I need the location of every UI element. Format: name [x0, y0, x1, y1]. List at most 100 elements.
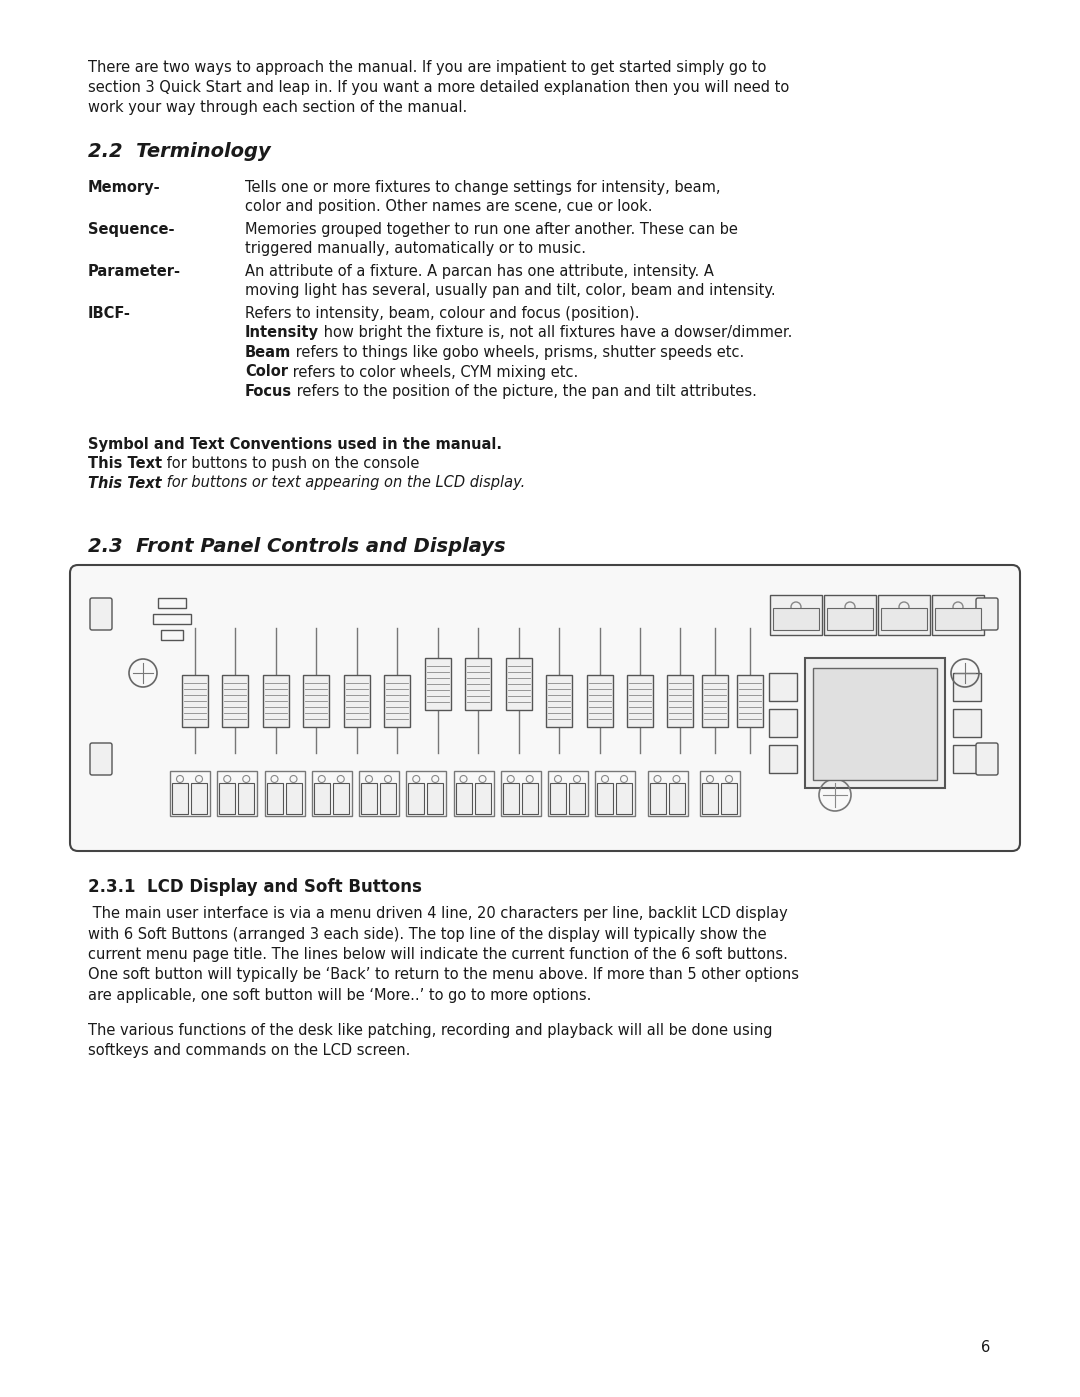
Bar [505, 658, 531, 710]
Text: refers to things like gobo wheels, prisms, shutter speeds etc.: refers to things like gobo wheels, prism… [292, 345, 744, 360]
Bar [456, 782, 472, 814]
Bar [314, 782, 329, 814]
Bar [312, 771, 352, 816]
Text: are applicable, one soft button will be ‘More..’ to go to more options.: are applicable, one soft button will be … [87, 988, 592, 1003]
Bar [953, 745, 981, 773]
Bar [303, 675, 329, 726]
Text: 2.3  Front Panel Controls and Displays: 2.3 Front Panel Controls and Displays [87, 536, 505, 556]
Bar [158, 598, 186, 608]
Bar [265, 771, 305, 816]
Bar [380, 782, 396, 814]
Text: work your way through each section of the manual.: work your way through each section of th… [87, 101, 468, 115]
Bar [465, 658, 491, 710]
Text: color and position. Other names are scene, cue or look.: color and position. Other names are scen… [245, 200, 652, 215]
Bar [191, 782, 207, 814]
Bar [262, 675, 289, 726]
Bar [935, 608, 981, 630]
Bar [586, 675, 612, 726]
Text: There are two ways to approach the manual. If you are impatient to get started s: There are two ways to approach the manua… [87, 60, 767, 75]
FancyBboxPatch shape [90, 598, 112, 630]
Text: for buttons or text appearing on the LCD display.: for buttons or text appearing on the LCD… [162, 475, 525, 490]
Text: Beam: Beam [245, 345, 292, 360]
Bar [813, 668, 937, 780]
Bar [454, 771, 494, 816]
Text: with 6 Soft Buttons (arranged 3 each side). The top line of the display will typ: with 6 Soft Buttons (arranged 3 each sid… [87, 926, 767, 942]
Text: refers to color wheels, CYM mixing etc.: refers to color wheels, CYM mixing etc. [288, 365, 578, 380]
FancyBboxPatch shape [976, 598, 998, 630]
Bar [702, 782, 718, 814]
Bar [546, 675, 572, 726]
Bar [824, 595, 876, 636]
Bar [769, 745, 797, 773]
Bar [219, 782, 235, 814]
Bar [627, 675, 653, 726]
Bar [595, 771, 635, 816]
Bar [217, 771, 257, 816]
Text: Tells one or more fixtures to change settings for intensity, beam,: Tells one or more fixtures to change set… [245, 180, 720, 196]
Text: Intensity: Intensity [245, 326, 319, 341]
Bar [773, 608, 819, 630]
Text: The various functions of the desk like patching, recording and playback will all: The various functions of the desk like p… [87, 1023, 772, 1038]
Bar [170, 771, 210, 816]
Bar [161, 630, 183, 640]
Bar [878, 595, 930, 636]
Text: The main user interface is via a menu driven 4 line, 20 characters per line, bac: The main user interface is via a menu dr… [87, 907, 787, 921]
Bar [359, 771, 399, 816]
Text: 2.2  Terminology: 2.2 Terminology [87, 142, 271, 161]
Bar [222, 675, 248, 726]
Bar [183, 675, 208, 726]
Bar [503, 782, 518, 814]
Bar [550, 782, 566, 814]
Bar [616, 782, 632, 814]
Text: Sequence-: Sequence- [87, 222, 175, 237]
Bar [702, 675, 728, 726]
Bar [172, 782, 188, 814]
Bar [153, 615, 191, 624]
Bar [267, 782, 283, 814]
Bar [648, 771, 688, 816]
Bar [649, 782, 665, 814]
Text: This Text: This Text [87, 455, 162, 471]
Bar [239, 782, 254, 814]
Text: 6: 6 [981, 1340, 990, 1355]
Text: section 3 Quick Start and leap in. If you want a more detailed explanation then : section 3 Quick Start and leap in. If yo… [87, 80, 789, 95]
Text: moving light has several, usually pan and tilt, color, beam and intensity.: moving light has several, usually pan an… [245, 284, 775, 299]
Bar [333, 782, 349, 814]
Bar [424, 658, 450, 710]
Bar [343, 675, 369, 726]
Bar [737, 675, 762, 726]
Bar [522, 782, 538, 814]
Text: softkeys and commands on the LCD screen.: softkeys and commands on the LCD screen. [87, 1044, 410, 1058]
Bar [769, 673, 797, 701]
Bar [501, 771, 541, 816]
Text: for buttons to push on the console: for buttons to push on the console [162, 455, 419, 471]
Text: IBCF-: IBCF- [87, 306, 131, 321]
Bar [769, 710, 797, 738]
FancyBboxPatch shape [90, 743, 112, 775]
Bar [953, 710, 981, 738]
Text: An attribute of a fixture. A parcan has one attribute, intensity. A: An attribute of a fixture. A parcan has … [245, 264, 714, 279]
Text: current menu page title. The lines below will indicate the current function of t: current menu page title. The lines below… [87, 947, 788, 963]
Text: triggered manually, automatically or to music.: triggered manually, automatically or to … [245, 242, 586, 257]
Bar [569, 782, 585, 814]
Bar [408, 782, 424, 814]
Text: One soft button will typically be ‘Back’ to return to the menu above. If more th: One soft button will typically be ‘Back’… [87, 968, 799, 982]
Bar [700, 771, 740, 816]
FancyBboxPatch shape [976, 743, 998, 775]
Bar [827, 608, 873, 630]
Bar [805, 658, 945, 788]
Bar [597, 782, 613, 814]
Bar [953, 673, 981, 701]
Bar [721, 782, 737, 814]
Text: Parameter-: Parameter- [87, 264, 181, 279]
Bar [361, 782, 377, 814]
FancyBboxPatch shape [70, 564, 1020, 851]
Text: Memories grouped together to run one after another. These can be: Memories grouped together to run one aft… [245, 222, 738, 237]
Bar [474, 782, 490, 814]
Text: This Text: This Text [87, 475, 162, 490]
Bar [667, 675, 693, 726]
Text: refers to the position of the picture, the pan and tilt attributes.: refers to the position of the picture, t… [292, 384, 757, 400]
Bar [285, 782, 301, 814]
Bar [770, 595, 822, 636]
Text: Color: Color [245, 365, 288, 380]
